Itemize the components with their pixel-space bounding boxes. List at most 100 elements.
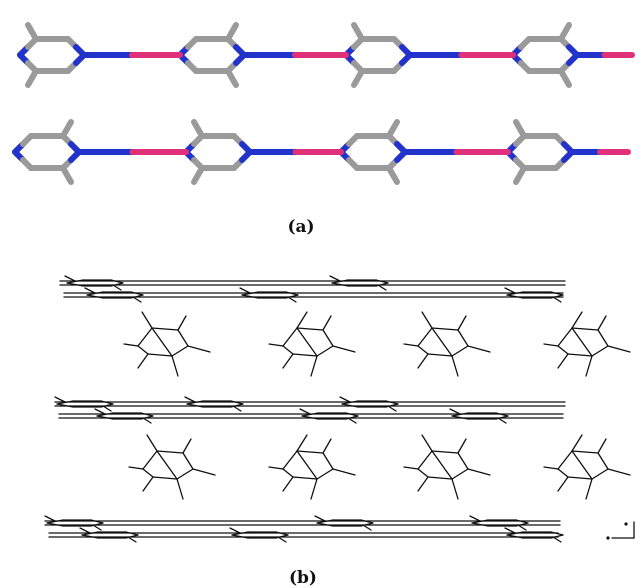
edge-on-ring: [142, 417, 152, 424]
tilted-ring-bond: [137, 327, 153, 347]
substituent: [123, 343, 139, 347]
tilted-ring-bond: [431, 327, 459, 331]
methyl-group: [351, 22, 365, 42]
methyl-group: [513, 165, 527, 185]
substituent: [146, 434, 158, 452]
tilted-ring-bond: [296, 327, 318, 357]
substituent: [296, 311, 308, 329]
substituent: [141, 311, 153, 329]
edge-on-ring: [287, 296, 297, 303]
edge-on-ring: [64, 275, 76, 282]
substituent: [403, 343, 419, 347]
tilted-ring-bond: [557, 450, 573, 470]
edge-on-ring: [84, 287, 96, 294]
methyl-group: [60, 165, 74, 185]
edge-on-ring: [56, 403, 74, 408]
methyl-group: [225, 68, 239, 88]
axis-dot: [624, 522, 628, 526]
tilted-ring-bond: [427, 353, 453, 357]
edge-on-ring: [451, 415, 469, 420]
edge-on-ring: [130, 291, 144, 296]
tilted-ring-bond: [427, 476, 453, 480]
substituent: [457, 315, 467, 331]
panel-a-chains: [12, 22, 635, 185]
tilted-ring-bond: [282, 450, 298, 470]
tilted-ring-bond: [417, 345, 429, 355]
tilted-ring-bond: [137, 345, 149, 355]
substituent: [607, 345, 631, 353]
edge-on-ring: [362, 524, 372, 531]
tilted-ring-bond: [557, 345, 569, 355]
tilted-ring-bond: [591, 468, 609, 480]
axis-dot: [606, 536, 610, 540]
substituent: [597, 315, 607, 331]
tilted-ring-bond: [431, 327, 453, 357]
methyl-group: [558, 22, 572, 42]
tilted-ring-bond: [142, 468, 154, 478]
methyl-group: [225, 22, 239, 42]
substituent: [607, 468, 631, 476]
chain-layer: [59, 275, 566, 303]
methyl-group: [351, 68, 365, 88]
tilted-ring-bond: [177, 329, 189, 347]
substituent: [451, 478, 459, 500]
edge-on-ring: [550, 531, 564, 536]
substituent: [332, 468, 356, 476]
tilted-ring-bond: [417, 450, 433, 470]
tilted-ring-bond: [182, 452, 194, 470]
edge-on-ring: [506, 294, 524, 299]
tilted-ring-bond: [151, 327, 173, 357]
tilted-ring-bond: [156, 450, 178, 480]
edge-on-ring: [331, 282, 349, 287]
edge-on-ring: [504, 287, 516, 294]
edge-on-ring: [449, 408, 461, 415]
chain-layer: [54, 396, 566, 424]
panel-b-packing: [44, 275, 635, 543]
tilted-ring-bond: [296, 327, 324, 331]
substituent: [571, 311, 583, 329]
edge-on-ring: [377, 284, 387, 291]
tilted-ring-bond: [296, 450, 318, 480]
methyl-group: [25, 68, 39, 88]
edge-on-ring: [285, 291, 299, 296]
methyl-group: [60, 119, 74, 139]
substituent: [192, 468, 216, 476]
tilted-ring-bond: [292, 353, 318, 357]
tilted-ring-bond: [571, 450, 599, 454]
substituent: [543, 466, 559, 470]
substituent: [571, 434, 583, 452]
edge-on-ring: [277, 536, 287, 543]
edge-on-ring: [100, 400, 114, 405]
tilted-ring-bond: [292, 476, 318, 480]
edge-on-ring: [140, 412, 154, 417]
substituent: [268, 343, 284, 347]
edge-on-ring: [341, 403, 359, 408]
substituent: [310, 355, 318, 377]
tilted-ring-bond: [571, 450, 593, 480]
edge-on-ring: [504, 527, 516, 534]
substituent: [403, 466, 419, 470]
substituent: [182, 438, 192, 454]
coordination-chain: [17, 22, 635, 88]
edge-on-ring: [517, 524, 527, 531]
edge-on-ring: [90, 519, 104, 524]
substituent: [451, 355, 459, 377]
edge-on-ring: [132, 296, 142, 303]
axis-indicator: [606, 521, 635, 540]
edge-on-ring: [550, 291, 564, 296]
tilted-ring-bond: [557, 468, 569, 478]
substituent: [585, 355, 593, 377]
substituent: [137, 353, 149, 369]
edge-on-ring: [515, 519, 529, 524]
edge-on-ring: [92, 524, 102, 531]
tilted-ring-bond: [316, 345, 334, 357]
edge-on-ring: [125, 531, 139, 536]
edge-on-ring: [497, 417, 507, 424]
substituent: [128, 466, 144, 470]
tilted-ring-bond: [151, 327, 179, 331]
edge-on-ring: [54, 396, 66, 403]
edge-on-ring: [387, 405, 397, 412]
substituent: [176, 478, 184, 500]
edge-on-ring: [127, 536, 137, 543]
